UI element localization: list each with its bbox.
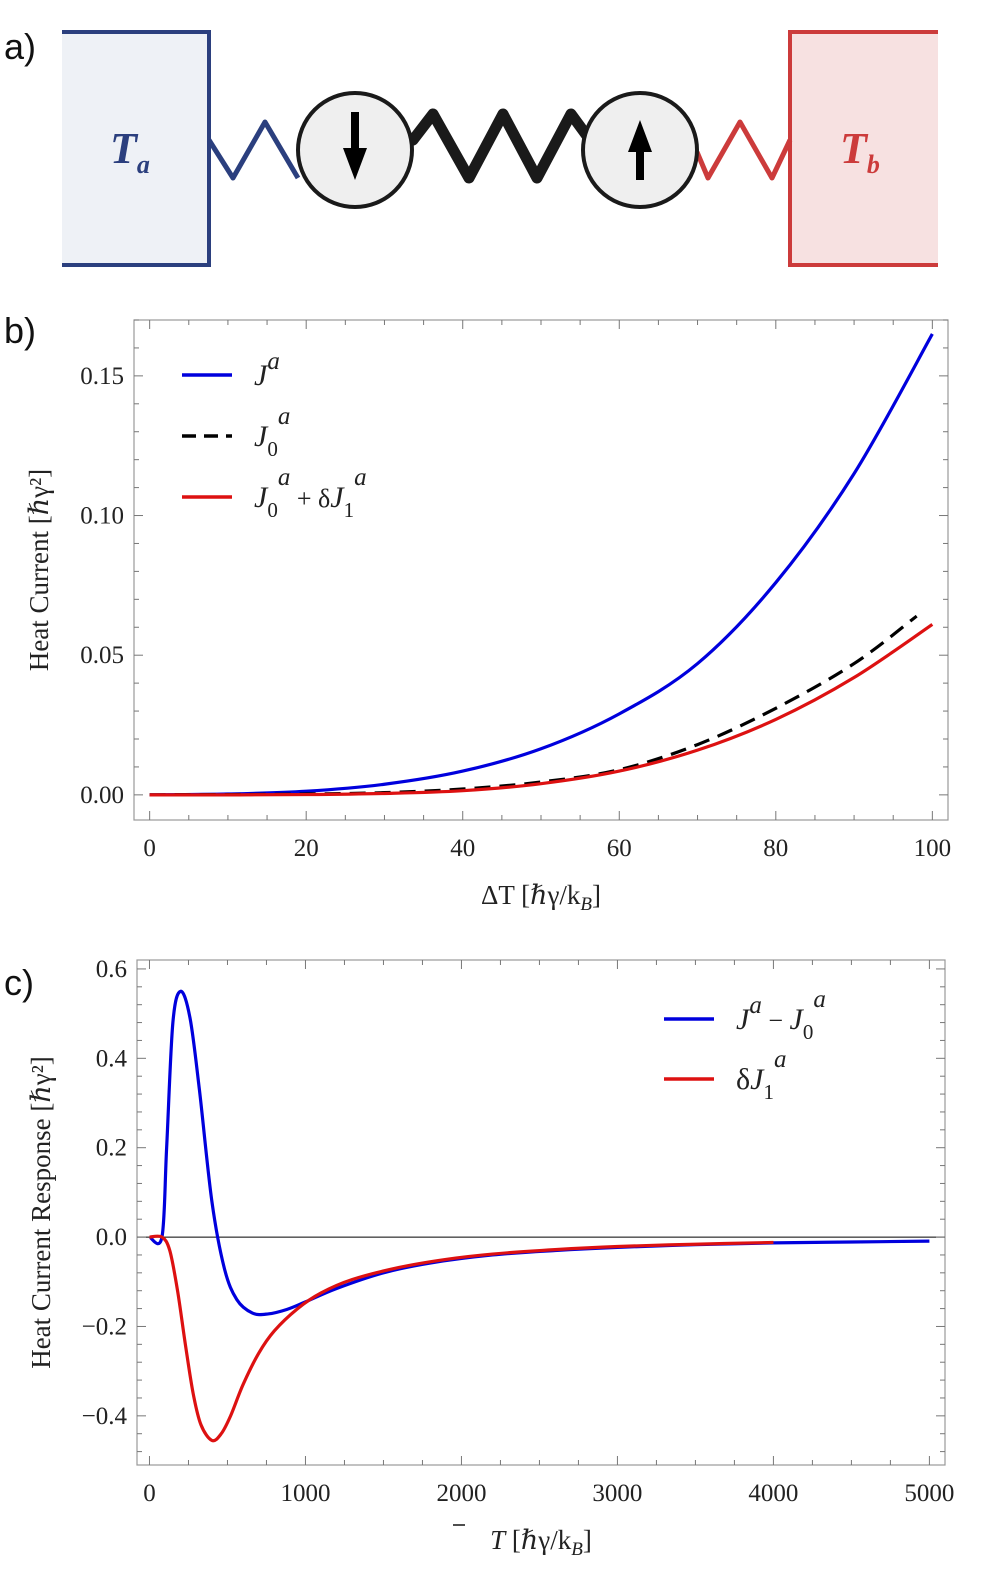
y-tick-label: 0.00: [80, 782, 124, 809]
panel-label-a: a): [4, 26, 37, 67]
y-tick-label: 0.10: [80, 503, 124, 530]
x-tick-label: 0: [143, 1480, 156, 1507]
spin-chain-diagram: Ta Tb: [62, 30, 938, 267]
plot-frame: [133, 319, 949, 821]
bath-right-label: Tb: [840, 124, 880, 179]
y-tick-label: −0.4: [82, 1403, 128, 1430]
y-tick-label: 0.0: [96, 1224, 127, 1251]
y-tick-label: 0.15: [80, 363, 124, 390]
y-tick-label: −0.2: [82, 1313, 127, 1340]
x-tick-label: 1000: [280, 1480, 330, 1507]
y-axis-label: Heat Current [ℏγ²]: [24, 469, 54, 671]
x-tick-label: 40: [450, 835, 475, 862]
spin-up-arrow-icon: [628, 120, 652, 180]
bath-left-outline: [62, 30, 211, 267]
x-tick-label: 80: [763, 835, 788, 862]
y-tick-label: 0.6: [96, 956, 127, 983]
x-tick-label: 20: [294, 835, 319, 862]
heat-current-response-vs-T-chart: 0 1000 2000 3000 4000 5000 −0.4 −0.2 0.0 0.2 0.4 0.…: [26, 956, 954, 1560]
x-tick-label: 0: [143, 835, 156, 862]
y-tick-label: 0.4: [96, 1045, 128, 1072]
x-tick-label: 5000: [904, 1480, 954, 1507]
series-line: [149, 333, 934, 797]
spin-down-arrow-icon: [343, 112, 367, 180]
bath-right-outline: [788, 30, 938, 267]
x-tick-label: 4000: [748, 1480, 798, 1507]
series-line: [149, 623, 934, 797]
x-tick-label: 2000: [436, 1480, 486, 1507]
panel-label-c: c): [4, 962, 34, 1003]
plot-frame: [136, 959, 946, 1466]
series-line: [149, 1234, 774, 1443]
x-tick-label: 100: [914, 835, 952, 862]
bath-right-fill: [790, 32, 938, 265]
y-axis-label: Heat Current Response [ℏγ²]: [26, 1056, 56, 1369]
x-tick-label: 3000: [592, 1480, 642, 1507]
x-tick-label: 60: [607, 835, 632, 862]
bath-left-label: Ta: [110, 124, 150, 179]
spring-coupling: [407, 108, 596, 184]
x-axis-label: T [ℏγ/kB]: [490, 1525, 592, 1560]
x-axis-label: ΔT [ℏγ/kB]: [481, 880, 601, 915]
legend-entry: J0a: [254, 403, 290, 461]
bath-left-fill: [62, 32, 209, 265]
legend-entry: Ja: [254, 348, 280, 392]
legend-entry: J0a + δJ1a: [254, 464, 367, 522]
spring-left: [206, 119, 301, 181]
spring-right: [694, 119, 793, 181]
legend-entry: Ja − J0a: [736, 986, 826, 1044]
y-tick-label: 0.2: [96, 1135, 127, 1162]
panel-label-b: b): [4, 310, 37, 351]
legend-entry: δJ1a: [736, 1046, 786, 1104]
y-tick-label: 0.05: [80, 642, 124, 669]
